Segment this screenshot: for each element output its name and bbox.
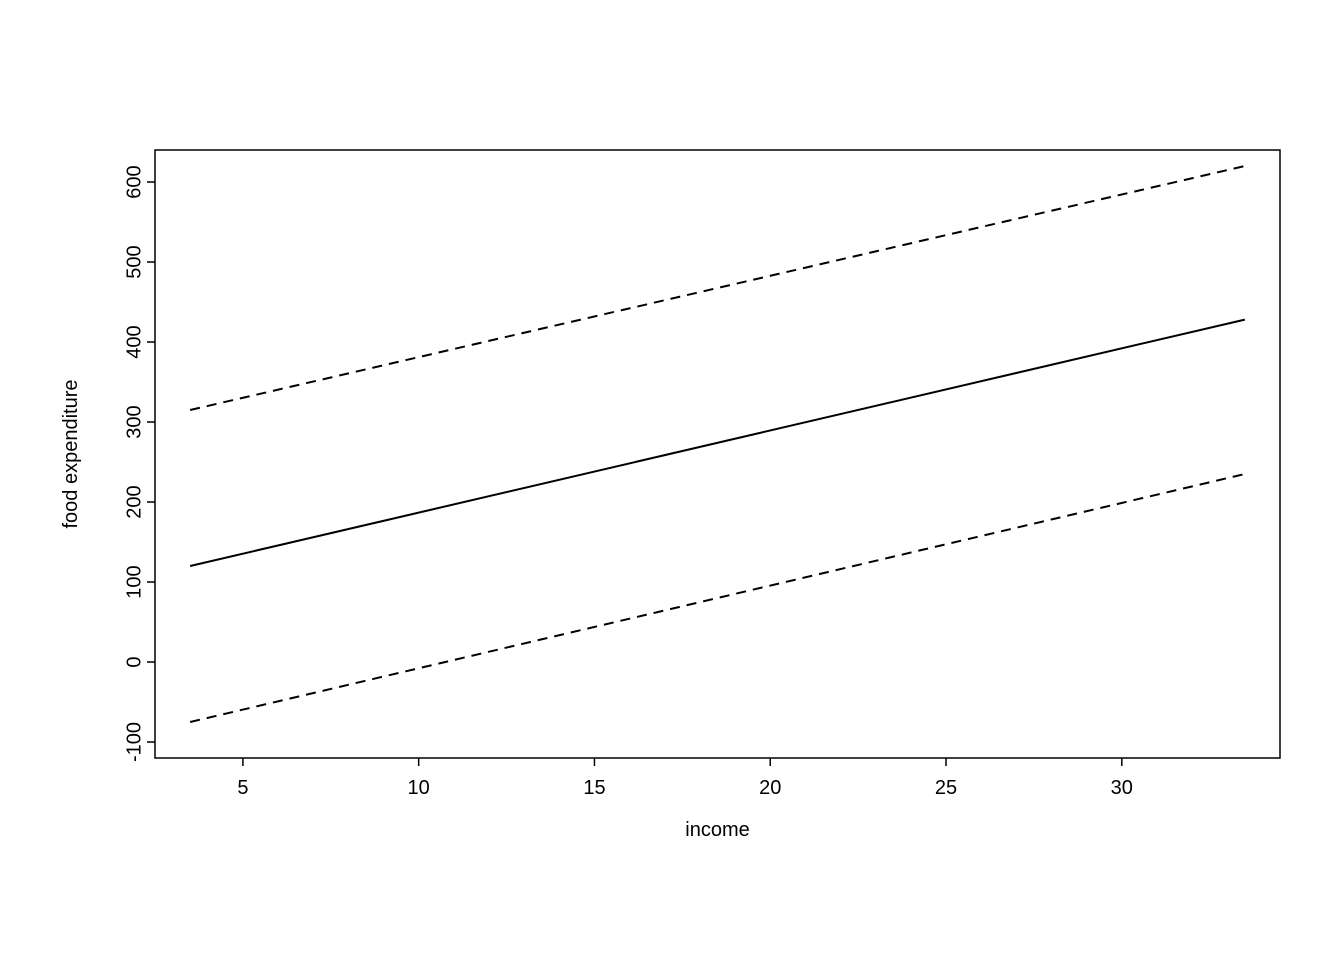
x-tick-label: 5 (237, 777, 248, 799)
series-fit (190, 320, 1245, 566)
y-tick-label: 300 (123, 405, 145, 438)
x-tick-label: 20 (759, 777, 781, 799)
y-tick-label: 600 (123, 165, 145, 198)
series-lower (190, 474, 1245, 722)
y-tick-label: 400 (123, 325, 145, 358)
y-tick-label: 200 (123, 485, 145, 518)
x-tick-label: 10 (408, 777, 430, 799)
y-tick-label: 500 (123, 245, 145, 278)
x-tick-label: 15 (583, 777, 605, 799)
series-upper (190, 166, 1245, 410)
x-tick-label: 25 (935, 777, 957, 799)
plot-box (155, 150, 1280, 758)
y-axis-label: food expenditure (60, 379, 82, 528)
y-tick-label: 0 (123, 656, 145, 667)
regression-chart: 5 10 15 20 25 30 -100 0 100 200 300 400 500 600 income… (0, 0, 1344, 960)
y-tick-label: -100 (123, 722, 145, 762)
x-axis-label: income (685, 819, 749, 841)
x-tick-label: 30 (1111, 777, 1133, 799)
y-tick-label: 100 (123, 565, 145, 598)
chart-container: 5 10 15 20 25 30 -100 0 100 200 300 400 500 600 income… (0, 0, 1344, 960)
